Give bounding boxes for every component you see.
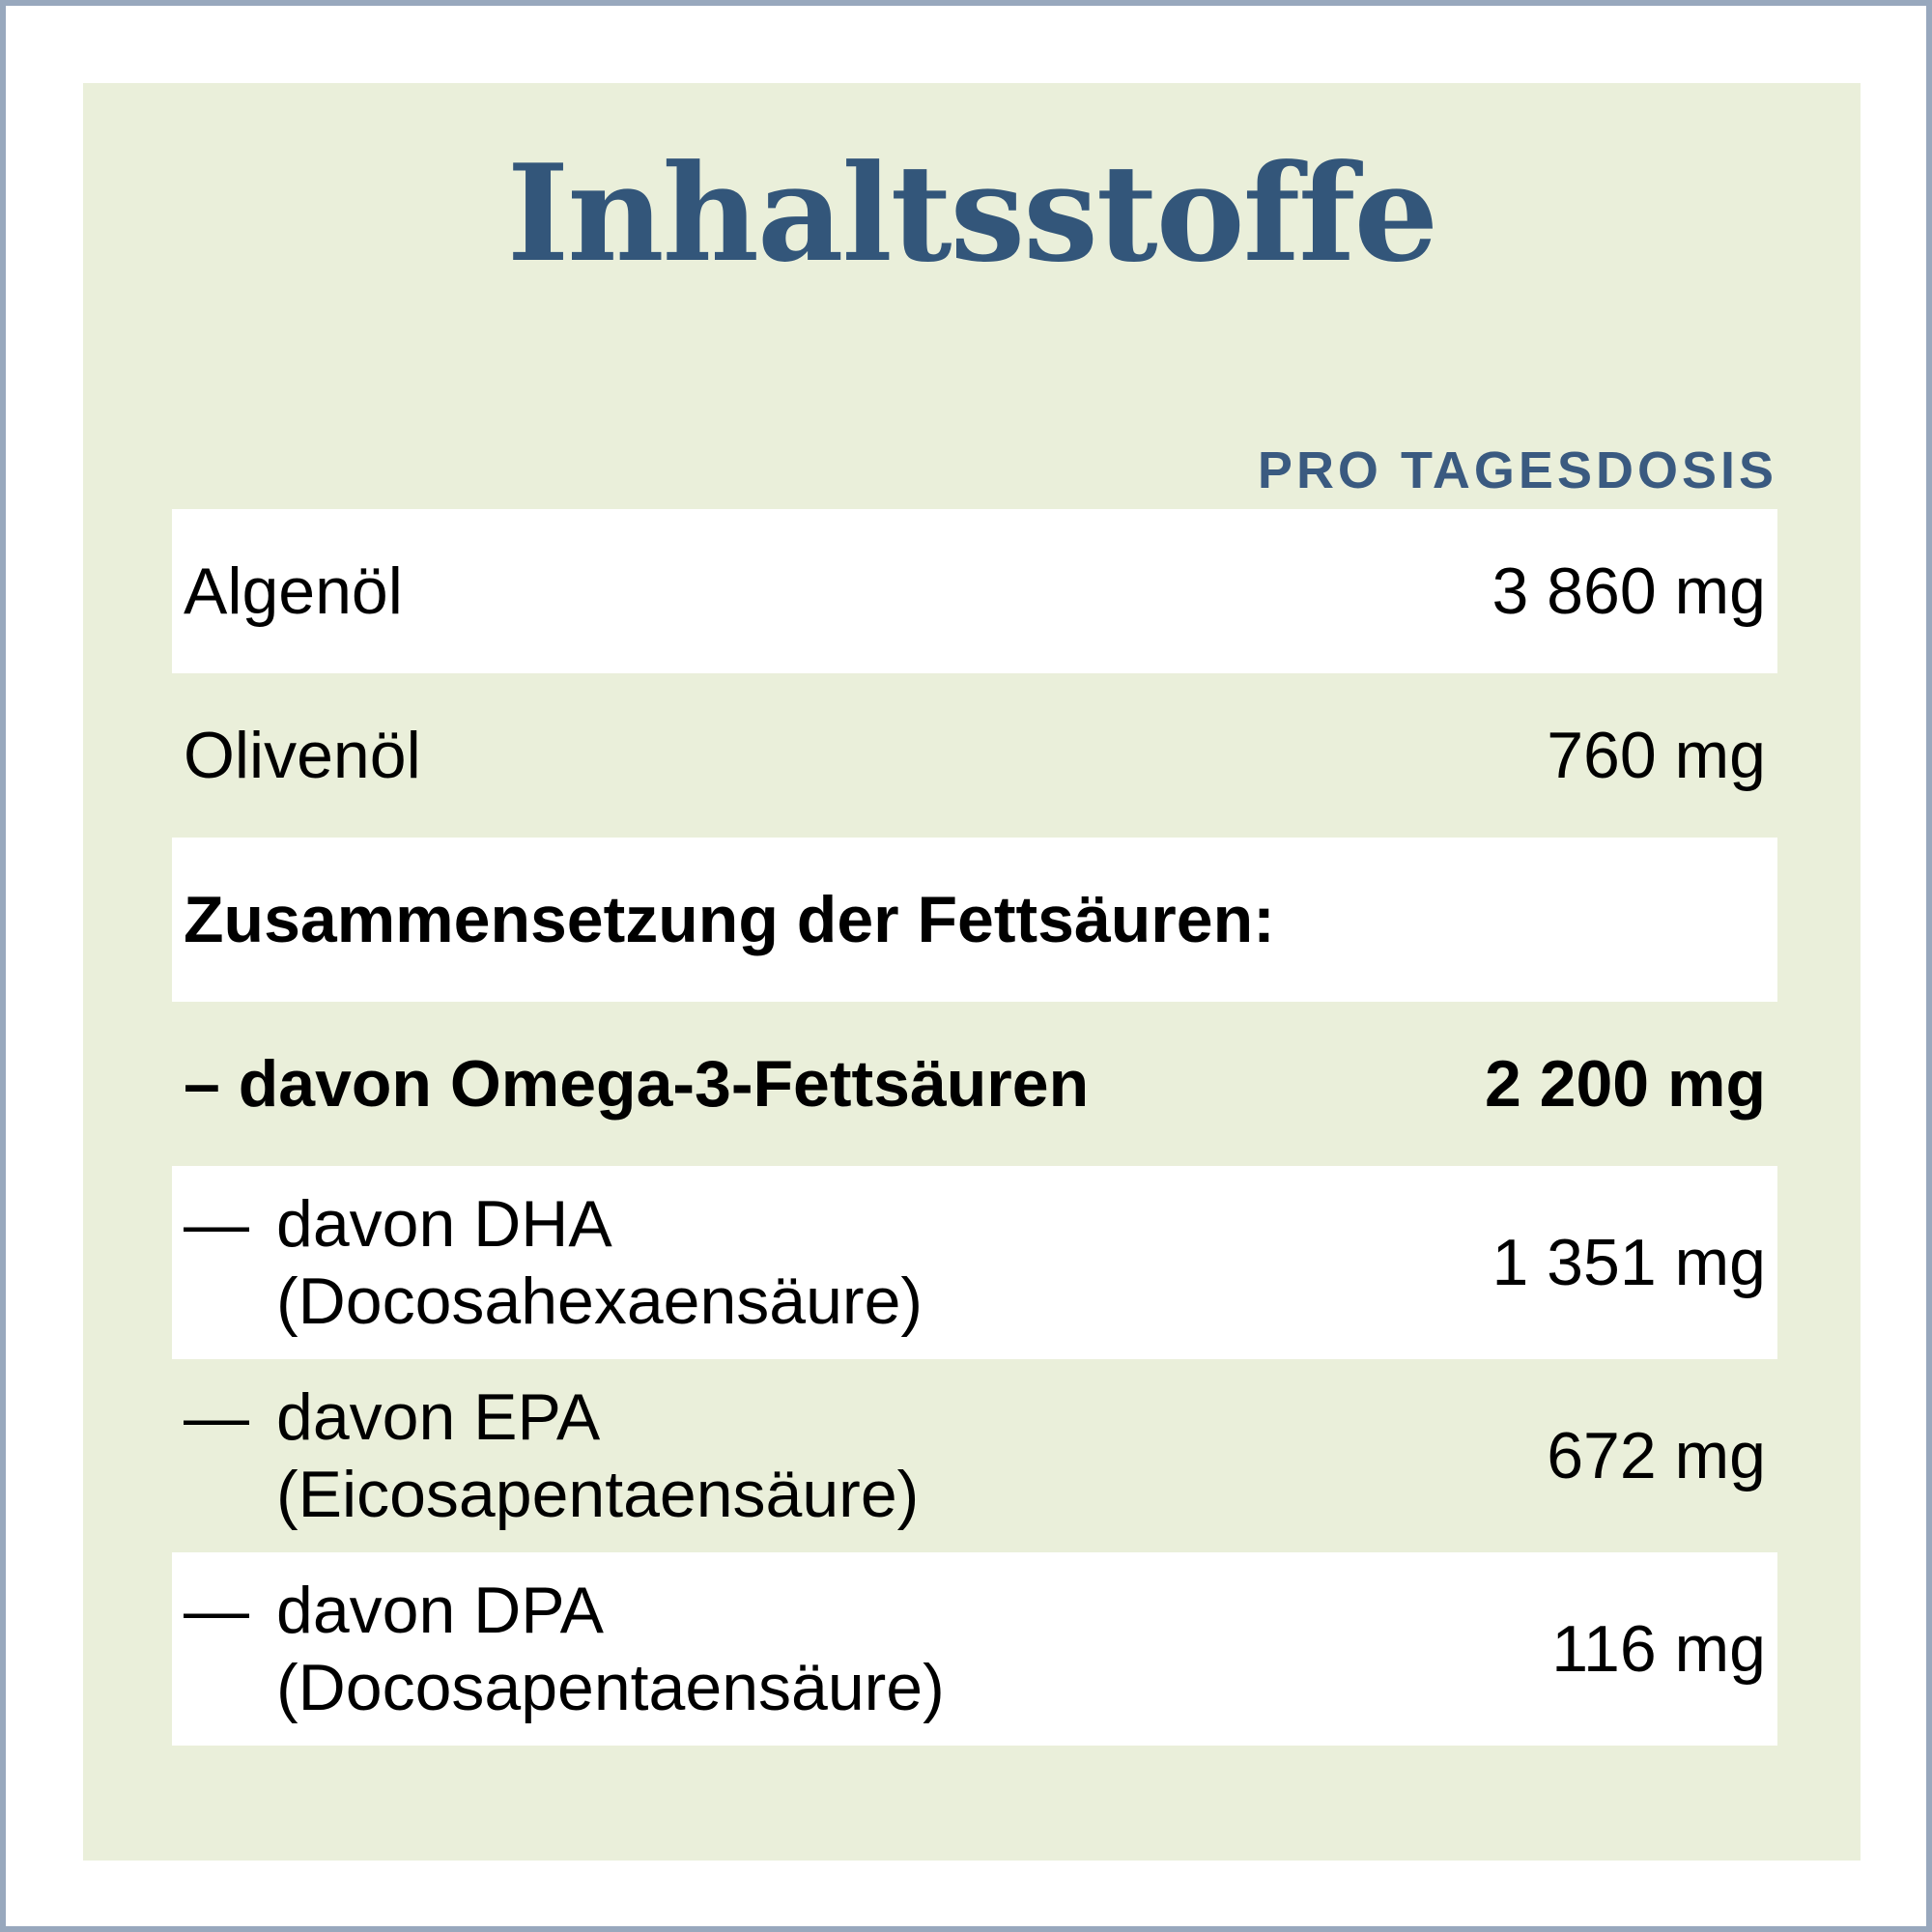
- table-row: — davon DPA (Docosapentaensäure) 116 mg: [172, 1552, 1777, 1746]
- table-row: — davon DHA (Docosahexaensäure) 1 351 mg: [172, 1166, 1777, 1359]
- row-label: davon DHA: [276, 1187, 612, 1261]
- dash: —: [184, 1574, 249, 1647]
- row-label: davon DPA: [276, 1574, 604, 1647]
- table-row: Algenöl 3 860 mg: [172, 509, 1777, 673]
- row-label-detail: (Docosahexaensäure): [276, 1264, 923, 1338]
- table-row: — davon EPA (Eicosapentaensäure) 672 mg: [172, 1359, 1777, 1552]
- row-label: Zusammensetzung der Fettsäuren:: [184, 883, 1275, 956]
- table-row: Olivenöl 760 mg: [172, 673, 1777, 838]
- row-label: Algenöl: [184, 554, 403, 628]
- page-title: Inhaltsstoffe: [506, 134, 1439, 292]
- table-row: Zusammensetzung der Fettsäuren:: [172, 838, 1777, 1002]
- dash: —: [184, 1187, 249, 1261]
- row-label: – davon Omega-3-Fettsäuren: [184, 1047, 1090, 1121]
- row-label: davon EPA: [276, 1380, 601, 1454]
- column-header: PRO TAGESDOSIS: [1257, 441, 1777, 499]
- row-value: 1 351 mg: [1492, 1226, 1766, 1299]
- row-label-detail: (Eicosapentaensäure): [276, 1458, 920, 1531]
- row-value: 116 mg: [1551, 1612, 1766, 1686]
- ingredients-panel: Inhaltsstoffe PRO TAGESDOSIS Algenöl 3 8…: [83, 83, 1861, 1861]
- ingredients-table: Algenöl 3 860 mg Olivenöl 760 mg Zusamme…: [172, 509, 1777, 1746]
- row-value: 3 860 mg: [1492, 554, 1766, 628]
- table-row: – davon Omega-3-Fettsäuren 2 200 mg: [172, 1002, 1777, 1166]
- dash: —: [184, 1380, 249, 1454]
- row-value: 760 mg: [1547, 719, 1766, 792]
- row-value: 2 200 mg: [1484, 1047, 1766, 1121]
- row-label-detail: (Docosapentaensäure): [276, 1651, 945, 1724]
- row-label: Olivenöl: [184, 719, 421, 792]
- row-value: 672 mg: [1547, 1419, 1766, 1492]
